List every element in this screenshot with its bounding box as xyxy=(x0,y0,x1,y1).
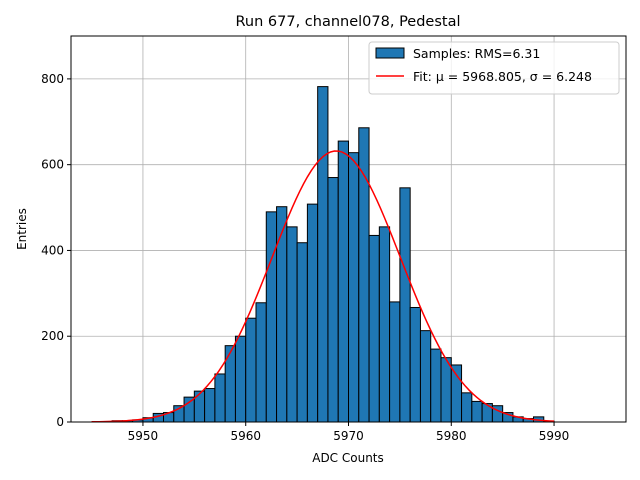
legend-fit-label: Fit: μ = 5968.805, σ = 6.248 xyxy=(413,69,592,84)
y-tick-label: 200 xyxy=(41,329,64,343)
histogram-bar xyxy=(214,373,226,423)
histogram-bar xyxy=(337,140,350,423)
x-tick-label: 5990 xyxy=(539,429,570,443)
x-tick-label: 5980 xyxy=(436,429,467,443)
histogram-bar xyxy=(306,203,319,423)
chart-title: Run 677, channel078, Pedestal xyxy=(235,14,460,30)
x-tick-label: 5960 xyxy=(230,429,261,443)
histogram-bar xyxy=(204,388,216,423)
histogram-bar xyxy=(193,390,206,423)
histogram-bar xyxy=(430,348,442,423)
legend-histogram-label: Samples: RMS=6.31 xyxy=(413,46,540,61)
histogram-bar xyxy=(286,226,298,423)
y-tick-label: 400 xyxy=(41,243,64,257)
histogram-bar xyxy=(224,345,236,423)
histogram-bar xyxy=(471,400,483,423)
legend-box xyxy=(368,41,620,95)
histogram-bar xyxy=(389,301,401,423)
x-tick-label: 5950 xyxy=(128,429,159,443)
x-tick-label: 5970 xyxy=(333,429,364,443)
histogram-bar xyxy=(409,306,421,423)
histogram-bar xyxy=(255,302,267,423)
histogram-bar xyxy=(234,335,247,423)
histogram-bar xyxy=(378,226,391,423)
histogram-bar xyxy=(440,357,452,423)
histogram-bar xyxy=(265,211,278,423)
histogram-bar xyxy=(450,364,463,423)
histogram-bar xyxy=(399,187,411,423)
y-tick-label: 800 xyxy=(41,72,64,86)
y-axis-label: Entries xyxy=(15,208,29,250)
histogram-bar xyxy=(183,396,195,423)
x-axis: 5950 5960 5970 5980 5990 xyxy=(128,422,570,443)
legend: Samples: RMS=6.31 Fit: μ = 5968.805, σ =… xyxy=(368,41,620,95)
histogram-bar xyxy=(368,234,380,423)
histogram-bar xyxy=(276,206,288,423)
histogram-bars xyxy=(111,86,555,423)
fit-curve xyxy=(91,150,555,423)
histogram-bar xyxy=(317,86,329,423)
histogram-bar xyxy=(461,392,473,423)
x-axis-label: ADC Counts xyxy=(312,451,384,465)
y-tick-label: 0 xyxy=(56,415,64,429)
histogram-bar xyxy=(348,152,360,423)
legend-histogram-swatch xyxy=(375,47,405,59)
histogram-bar xyxy=(296,242,308,423)
y-tick-label: 600 xyxy=(41,158,64,172)
histogram-bar xyxy=(327,177,339,423)
histogram-bar xyxy=(419,330,432,423)
histogram-bar xyxy=(245,317,257,423)
histogram-bar xyxy=(358,127,370,423)
y-axis: 0 200 400 600 800 xyxy=(41,72,71,429)
